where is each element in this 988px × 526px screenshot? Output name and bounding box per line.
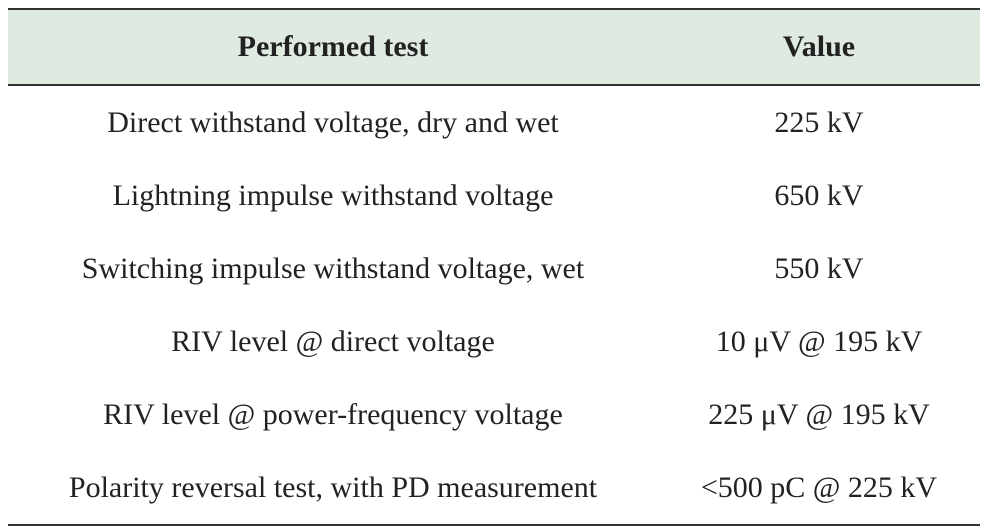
table-row: RIV level @ power-frequency voltage 225 μ…: [8, 378, 980, 451]
table-cell: 225 kV: [774, 105, 864, 139]
table-row: Polarity reversal test, with PD measurem…: [8, 451, 980, 526]
table-header: Performed test Value: [8, 8, 980, 86]
table-cell: <500 pC @ 225 kV: [658, 451, 980, 526]
table-cell: Lightning impulse withstand voltage: [112, 178, 554, 212]
table-row: Direct withstand voltage, dry and wet 225…: [8, 85, 980, 159]
table-cell: 225 μV @ 195 kV: [708, 397, 930, 431]
table-row: RIV level @ direct voltage 10 μV @ 195 kV: [8, 305, 980, 378]
table-cell: 650 kV: [774, 178, 864, 212]
table-cell: 10 μV @ 195 kV: [715, 324, 923, 358]
table-cell: RIV level @ direct voltage: [171, 324, 495, 358]
table-row: Switching impulse withstand voltage, wet…: [8, 232, 980, 305]
table-body: Direct withstand voltage, dry and wet 225…: [8, 85, 980, 526]
header-row: Performed test Value: [8, 8, 980, 86]
table-cell: Switching impulse withstand voltage, wet: [81, 251, 585, 285]
page: {"table": {"header": ["Performed test", …: [8, 8, 980, 526]
table-cell: 550 kV: [774, 251, 864, 285]
table-cell: RIV level @ power-frequency voltage: [103, 397, 563, 431]
table-cell: Direct withstand voltage, dry and wet: [107, 105, 559, 139]
table: Performed test Value Direct withstand vol…: [8, 8, 980, 526]
header-cell: Value: [658, 8, 980, 86]
table-cell: Polarity reversal test, with PD measurem…: [8, 451, 658, 526]
header-cell: Performed test: [8, 8, 658, 86]
table-row: Lightning impulse withstand voltage 650 k…: [8, 159, 980, 232]
